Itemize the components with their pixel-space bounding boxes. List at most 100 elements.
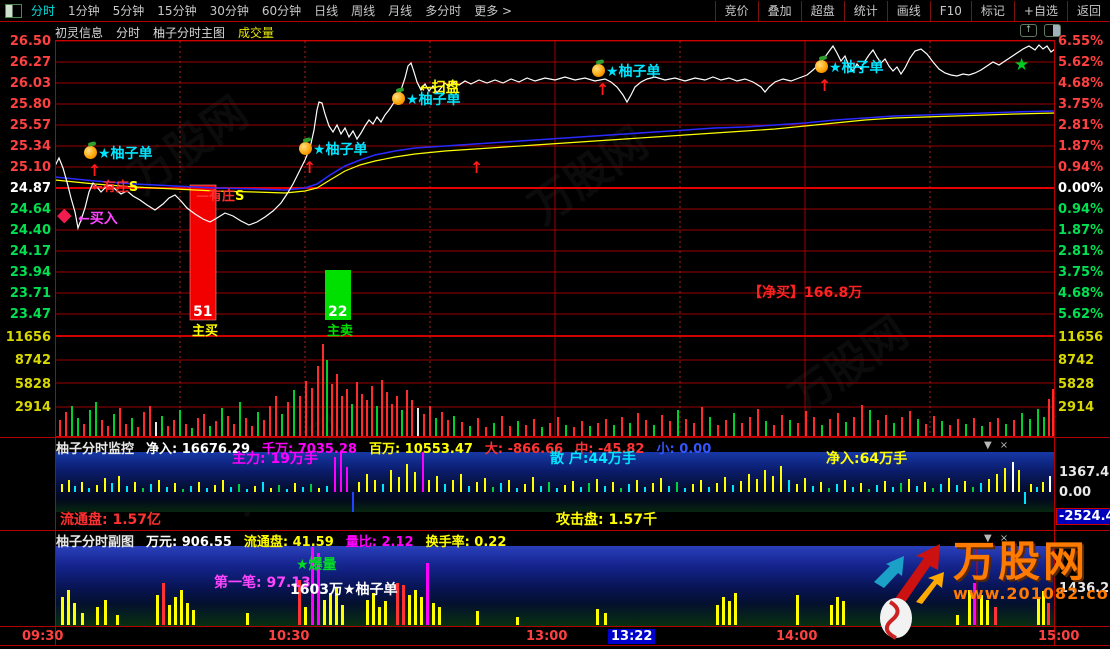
stock-name[interactable]: 初灵信息 xyxy=(55,26,104,40)
volume-axis-label: 8742 xyxy=(14,353,51,368)
percent-axis-label: 1.87% xyxy=(1058,139,1104,154)
net-buy-label: 【净买】166.8万 xyxy=(748,285,863,301)
toolbar-item-1[interactable]: 叠加 xyxy=(757,0,801,21)
menu-item-2[interactable]: 5分钟 xyxy=(112,4,145,18)
main-intraday-chart[interactable]: 51 主买 22 主卖 xyxy=(55,40,1055,437)
volume-axis-label: 2914 xyxy=(1058,400,1095,415)
toolbar-item-8[interactable]: 返回 xyxy=(1066,0,1110,21)
toolbar-item-0[interactable]: 竞价 xyxy=(714,0,758,21)
price-axis-label: 24.64 xyxy=(9,202,51,217)
percent-axis-label: 2.81% xyxy=(1058,244,1104,259)
time-label[interactable]: 14:00 xyxy=(776,629,818,644)
diamond-icon: ◆ xyxy=(57,204,72,226)
toolbar-item-3[interactable]: 统计 xyxy=(843,0,887,21)
volume-axis-label: 11656 xyxy=(5,330,51,345)
expand-up-icon[interactable]: ↑ xyxy=(1020,24,1037,37)
toolbar-item-7[interactable]: +自选 xyxy=(1013,0,1067,21)
menu-item-1[interactable]: 1分钟 xyxy=(68,4,100,18)
menu-item-7[interactable]: 周线 xyxy=(351,4,376,18)
collapse-icon[interactable]: ▼ xyxy=(984,533,992,544)
price-axis-label: 25.34 xyxy=(9,139,51,154)
panel-stat-2: 量比: 2.12 xyxy=(345,535,414,550)
time-label[interactable]: 13:00 xyxy=(526,629,568,644)
price-axis-label: 24.17 xyxy=(9,244,51,259)
panel-right-value: 1436.28 xyxy=(1059,581,1110,596)
monitor-panel-chart[interactable] xyxy=(56,452,1054,512)
toolbar-item-5[interactable]: F10 xyxy=(929,0,971,21)
price-axis-label: 25.10 xyxy=(9,160,51,175)
close-icon[interactable]: × xyxy=(999,440,1009,451)
percent-axis-label: 3.75% xyxy=(1058,265,1104,280)
volume-axis-label: 5828 xyxy=(1058,377,1095,392)
price-axis-label: 23.47 xyxy=(9,307,51,322)
up-arrow-icon-2: ↑ xyxy=(303,158,317,177)
panel-divider xyxy=(0,626,1110,627)
burst-volume-label: ★爆量 xyxy=(296,557,337,573)
up-arrow-icon-5: ↑ xyxy=(818,76,832,95)
menu-item-3[interactable]: 15分钟 xyxy=(157,4,197,18)
first-trade-label: 第一笔: 97.13 xyxy=(214,575,311,591)
percent-axis-label: 0.00% xyxy=(1058,181,1104,196)
main-force-label: 主力: 19万手 xyxy=(232,451,318,467)
collapse-icon[interactable]: ▼ xyxy=(984,440,992,451)
net-inflow-label: 净入:64万手 xyxy=(826,451,908,467)
price-axis-label: 26.50 xyxy=(9,34,51,49)
percent-axis-label: 5.62% xyxy=(1058,55,1104,70)
time-label-highlight[interactable]: 13:22 xyxy=(608,629,656,644)
main-indicator-label[interactable]: 柚子分时主图 xyxy=(153,26,226,40)
percent-axis-label: 0.94% xyxy=(1058,160,1104,175)
panel-stat-1: 流通盘: 41.59 xyxy=(243,535,334,550)
time-label[interactable]: 15:00 xyxy=(1038,629,1080,644)
up-arrow-icon-1: ↑ xyxy=(88,161,102,180)
menu-item-10[interactable]: 更多 > xyxy=(474,4,513,18)
percent-axis-label: 5.62% xyxy=(1058,307,1104,322)
youzhuang-s-label-1: ←有庄S xyxy=(92,180,139,195)
volume-indicator-label[interactable]: 成交量 xyxy=(238,26,275,40)
percent-axis-label: 4.68% xyxy=(1058,286,1104,301)
menu-item-0[interactable]: 分时 xyxy=(31,4,56,18)
toolbar-item-6[interactable]: 标记 xyxy=(970,0,1014,21)
svg-text:22: 22 xyxy=(328,304,347,320)
panel-divider xyxy=(0,645,1110,646)
youzi-order-label-5: ★柚子单 xyxy=(829,60,884,76)
percent-axis-label: 1.87% xyxy=(1058,223,1104,238)
close-icon[interactable]: × xyxy=(999,533,1009,544)
toolbar-item-2[interactable]: 超盘 xyxy=(800,0,844,21)
window-split-icon[interactable] xyxy=(5,3,22,18)
volume-axis-label: 11656 xyxy=(1058,330,1104,345)
panel-title: 柚子分时监控 xyxy=(56,442,135,457)
float-label: 流通盘: 1.57亿 xyxy=(60,512,162,528)
panel-divider xyxy=(0,530,1110,531)
period-label: 分时 xyxy=(116,26,141,40)
chart-corner-icons: ↑ xyxy=(1020,24,1061,37)
period-menu: 分时 1分钟 5分钟 15分钟 30分钟 60分钟 日线 周线 月线 多分时 更多 > xyxy=(31,2,512,19)
panel-stat-2: 百万: 10553.47 xyxy=(368,442,473,457)
price-axis-label: 24.87 xyxy=(9,181,51,196)
menu-item-9[interactable]: 多分时 xyxy=(425,4,462,18)
toolbar-menu: 竞价 叠加 超盘 统计 画线 F10 标记 +自选 返回 xyxy=(714,0,1110,21)
attack-label: 攻击盘: 1.57千 xyxy=(556,512,658,528)
chart-title-row: 初灵信息 分时 柚子分时主图 成交量 xyxy=(55,24,274,41)
pomelo-marker-3 xyxy=(392,92,405,105)
menu-item-6[interactable]: 日线 xyxy=(314,4,339,18)
menu-item-4[interactable]: 30分钟 xyxy=(209,4,249,18)
retail-label: 散 户:44万手 xyxy=(550,451,636,467)
pomelo-marker-2 xyxy=(299,142,312,155)
price-axis-label: 23.71 xyxy=(9,286,51,301)
pomelo-marker-5 xyxy=(815,60,828,73)
time-label[interactable]: 10:30 xyxy=(268,629,310,644)
sub-panel-header: 柚子分时副图 万元: 906.55 流通盘: 41.59 量比: 2.12 换手率: 0… xyxy=(56,531,506,550)
buy-in-label: ←买入 xyxy=(78,211,118,227)
split-view-icon[interactable] xyxy=(1044,24,1061,37)
svg-text:主卖: 主卖 xyxy=(327,323,353,339)
panel-divider xyxy=(0,437,1110,438)
price-axis-label: 24.40 xyxy=(9,223,51,238)
menu-item-5[interactable]: 60分钟 xyxy=(261,4,302,18)
toolbar-item-4[interactable]: 画线 xyxy=(886,0,930,21)
menu-item-8[interactable]: 月线 xyxy=(388,4,413,18)
pomelo-marker-1 xyxy=(84,146,97,159)
watermark-title: 万股网 xyxy=(953,537,1089,586)
percent-axis-label: 2.81% xyxy=(1058,118,1104,133)
time-label[interactable]: 09:30 xyxy=(22,629,64,644)
panel-stat-5: 小: 0.00 xyxy=(656,442,712,457)
